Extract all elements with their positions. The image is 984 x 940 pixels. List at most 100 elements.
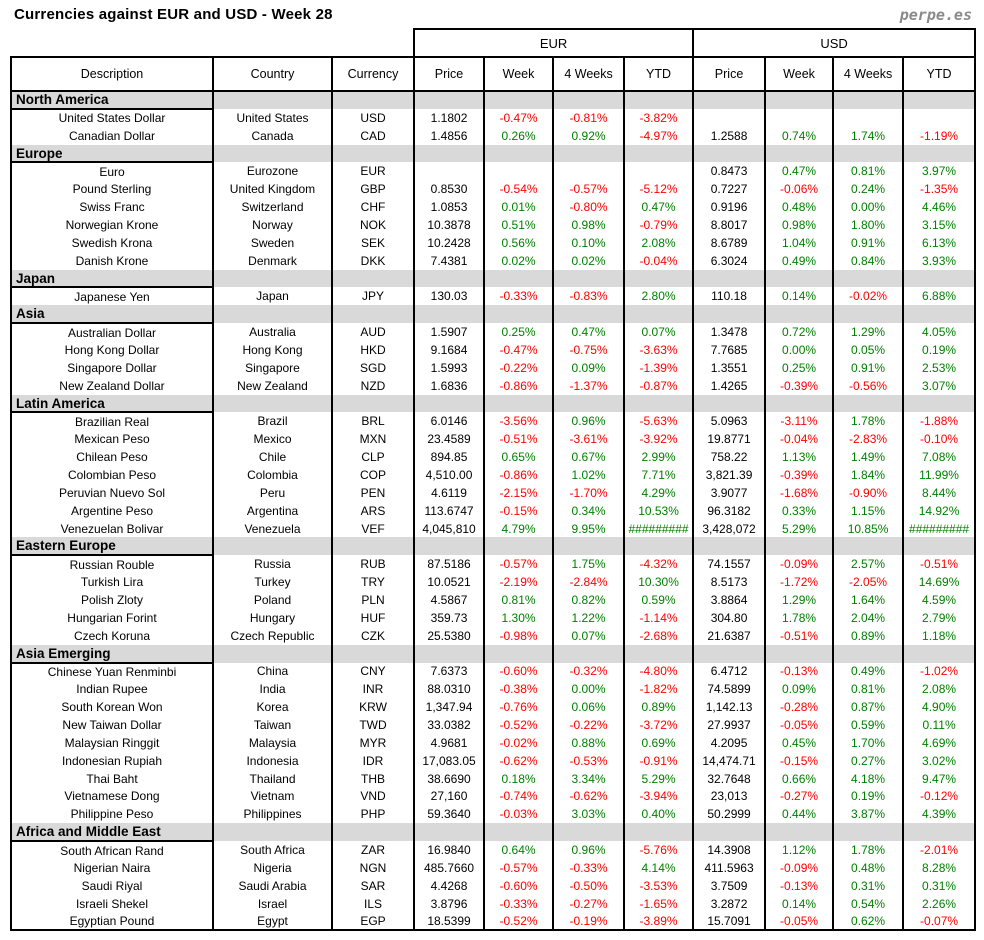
usd-ytd-cell: 9.47%	[902, 769, 977, 788]
currency-row: Egyptian Pound Egypt EGP 18.5399 -0.52% -0.19…	[10, 912, 977, 932]
usd-4weeks-cell: -0.90%	[832, 483, 905, 502]
section-filler-cell	[832, 394, 905, 413]
usd-price-cell: 8.6789	[692, 233, 767, 252]
currency-code-cell: JPY	[330, 287, 416, 306]
country-cell: Switzerland	[212, 198, 333, 217]
description-cell: Colombian Peso	[10, 466, 214, 484]
usd-ytd-cell: 8.28%	[902, 858, 977, 877]
currency-code-cell: PEN	[330, 483, 416, 502]
eur-week-cell: 0.26%	[483, 126, 555, 145]
description-cell: Israeli Shekel	[10, 894, 214, 913]
currency-code-cell: ARS	[330, 501, 416, 520]
usd-ytd-cell: 2.08%	[902, 680, 977, 699]
eur-ytd-cell: 10.53%	[623, 501, 695, 520]
usd-4weeks-cell: 2.57%	[832, 555, 905, 574]
eur-4weeks-cell: -0.27%	[552, 894, 626, 913]
usd-4weeks-cell: 3.87%	[832, 805, 905, 824]
section-filler-cell	[832, 537, 905, 556]
section-row: Japan	[10, 269, 977, 289]
description-cell: Mexican Peso	[10, 430, 214, 449]
country-cell: Argentina	[212, 501, 333, 520]
group-header-row: EUR USD	[11, 28, 977, 58]
eur-price-cell: 1.4856	[413, 126, 486, 145]
eur-week-cell: -0.02%	[483, 733, 555, 752]
usd-ytd-cell: 2.53%	[902, 358, 977, 377]
country-cell: Vietnam	[212, 787, 333, 806]
eur-week-cell: -3.56%	[483, 412, 555, 431]
eur-ytd-cell: -1.14%	[623, 608, 695, 627]
usd-week-cell: -0.15%	[764, 751, 835, 770]
eur-4weeks-cell: 0.98%	[552, 216, 626, 234]
eur-ytd-cell: -2.68%	[623, 626, 695, 645]
country-cell: China	[212, 662, 333, 681]
eur-price-cell: 25.5380	[413, 626, 486, 645]
eur-price-cell: 7.4381	[413, 251, 486, 270]
currency-row: Mexican Peso Mexico MXN 23.4589 -0.51% -3.61%…	[10, 430, 977, 449]
section-filler-cell	[902, 537, 977, 556]
eur-ytd-cell: -5.76%	[623, 841, 695, 859]
usd-4weeks-cell: 0.89%	[832, 626, 905, 645]
description-cell: Danish Krone	[10, 251, 214, 270]
usd-4weeks-cell: 1.78%	[832, 412, 905, 431]
usd-ytd-cell: -1.88%	[902, 412, 977, 431]
eur-week-cell: -0.47%	[483, 341, 555, 359]
section-filler-cell	[483, 537, 555, 556]
col-eur-ytd: YTD	[623, 56, 695, 92]
section-filler-cell	[623, 394, 695, 413]
usd-price-cell: 15.7091	[692, 912, 767, 932]
section-filler-cell	[483, 91, 555, 109]
usd-4weeks-cell: 0.31%	[832, 876, 905, 895]
usd-ytd-cell: 6.88%	[902, 287, 977, 306]
eur-4weeks-cell: 0.00%	[552, 680, 626, 699]
eur-ytd-cell	[623, 162, 695, 181]
section-filler-cell	[902, 91, 977, 109]
eur-price-cell	[413, 162, 486, 181]
usd-4weeks-cell: 0.48%	[832, 858, 905, 877]
usd-4weeks-cell: 2.04%	[832, 608, 905, 627]
currency-row: Swedish Krona Sweden SEK 10.2428 0.56% 0.10% 2…	[10, 233, 977, 252]
eur-price-cell: 33.0382	[413, 716, 486, 734]
eur-price-cell: 88.0310	[413, 680, 486, 699]
usd-ytd-cell: 0.11%	[902, 716, 977, 734]
currency-code-cell: CLP	[330, 448, 416, 467]
usd-price-cell: 21.6387	[692, 626, 767, 645]
eur-ytd-cell: -3.63%	[623, 341, 695, 359]
eur-price-cell: 130.03	[413, 287, 486, 306]
eur-ytd-cell: -3.92%	[623, 430, 695, 449]
usd-ytd-cell: -2.01%	[902, 841, 977, 859]
usd-ytd-cell: -1.35%	[902, 180, 977, 199]
usd-group-header: USD	[692, 28, 977, 58]
usd-4weeks-cell: 0.24%	[832, 180, 905, 199]
site-logo: perpe.es	[899, 6, 972, 24]
section-filler-cell	[212, 305, 333, 324]
country-cell: Turkey	[212, 573, 333, 592]
section-filler-cell	[832, 644, 905, 663]
currency-code-cell: CHF	[330, 198, 416, 217]
usd-week-cell: -0.27%	[764, 787, 835, 806]
eur-ytd-cell: -3.72%	[623, 716, 695, 734]
usd-price-cell: 3,821.39	[692, 466, 767, 484]
description-cell: Saudi Riyal	[10, 876, 214, 895]
country-cell: Denmark	[212, 251, 333, 270]
eur-ytd-cell: -3.94%	[623, 787, 695, 806]
eur-week-cell: 0.56%	[483, 233, 555, 252]
usd-week-cell: -0.13%	[764, 662, 835, 681]
section-filler-cell	[330, 394, 416, 413]
usd-price-cell: 1.3551	[692, 358, 767, 377]
eur-ytd-cell: -1.82%	[623, 680, 695, 699]
section-title: Eastern Europe	[10, 537, 214, 557]
usd-4weeks-cell: 1.49%	[832, 448, 905, 467]
eur-week-cell: 0.64%	[483, 841, 555, 859]
section-filler-cell	[413, 269, 486, 288]
usd-4weeks-cell: 1.15%	[832, 501, 905, 520]
eur-ytd-cell: -3.89%	[623, 912, 695, 932]
description-cell: South Korean Won	[10, 698, 214, 717]
page-title: Currencies against EUR and USD - Week 28	[14, 6, 333, 23]
eur-ytd-cell: -5.12%	[623, 180, 695, 199]
eur-4weeks-cell: 3.03%	[552, 805, 626, 824]
eur-4weeks-cell: 0.96%	[552, 841, 626, 859]
usd-price-cell: 4.2095	[692, 733, 767, 752]
section-filler-cell	[692, 305, 767, 324]
col-description: Description	[10, 56, 214, 92]
eur-4weeks-cell: -0.57%	[552, 180, 626, 199]
